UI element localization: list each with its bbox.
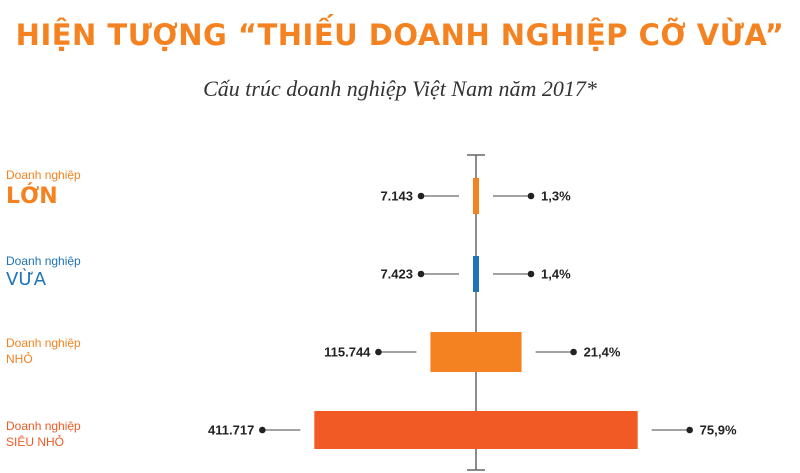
category-label-1: Doanh nghiệp LỚN bbox=[6, 168, 81, 208]
chart-title: HIỆN TƯỢNG “THIẾU DOANH NGHIỆP CỠ VỪA” bbox=[15, 18, 785, 52]
count-label-4: 411.717 bbox=[208, 423, 254, 438]
chart-subtitle: Cấu trúc doanh nghiệp Việt Nam năm 2017* bbox=[203, 76, 597, 101]
category-label-4: Doanh nghiệp SIÊU NHỎ bbox=[6, 419, 81, 449]
bar-4 bbox=[314, 411, 638, 449]
bar-2 bbox=[473, 256, 479, 292]
category-prefix: Doanh nghiệp bbox=[6, 336, 81, 350]
percent-dot-2 bbox=[527, 270, 535, 278]
count-label-2: 7.423 bbox=[380, 267, 413, 282]
category-name: SIÊU NHỎ bbox=[6, 435, 65, 449]
percent-label-2: 1,4% bbox=[541, 267, 571, 282]
bar-1 bbox=[473, 178, 479, 214]
percent-dot-3 bbox=[570, 348, 577, 356]
category-name: VỪA bbox=[6, 269, 47, 290]
percent-label-4: 75,9% bbox=[700, 423, 737, 438]
percent-label-1: 1,3% bbox=[541, 189, 571, 204]
count-label-3: 115.744 bbox=[324, 345, 371, 360]
category-prefix: Doanh nghiệp bbox=[6, 168, 81, 182]
category-prefix: Doanh nghiệp bbox=[6, 254, 81, 268]
percent-dot-1 bbox=[527, 192, 535, 200]
count-dot-3 bbox=[375, 348, 382, 356]
category-label-3: Doanh nghiệp NHỎ bbox=[6, 336, 81, 366]
count-dot-4 bbox=[259, 426, 266, 434]
category-name: LỚN bbox=[6, 184, 58, 209]
category-label-2: Doanh nghiệp VỪA bbox=[6, 254, 81, 290]
percent-dot-4 bbox=[686, 426, 693, 434]
category-prefix: Doanh nghiệp bbox=[6, 419, 81, 433]
count-dot-2 bbox=[417, 270, 425, 278]
count-dot-1 bbox=[417, 192, 425, 200]
percent-label-3: 21,4% bbox=[584, 345, 621, 360]
category-name: NHỎ bbox=[6, 352, 33, 366]
bar-3 bbox=[430, 332, 522, 372]
count-label-1: 7.143 bbox=[380, 189, 413, 204]
